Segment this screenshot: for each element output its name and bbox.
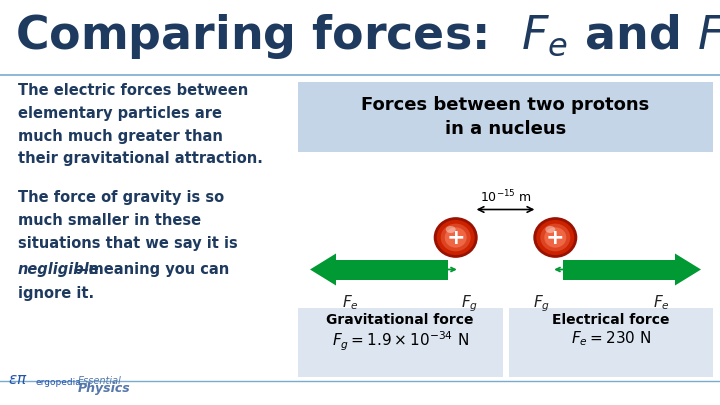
Polygon shape	[310, 254, 336, 286]
Bar	[563, 260, 675, 279]
Ellipse shape	[536, 220, 575, 255]
Text: $F_g$: $F_g$	[461, 294, 478, 314]
Bar	[298, 307, 503, 377]
Ellipse shape	[445, 227, 467, 248]
Text: $F_e = 230$ N: $F_e = 230$ N	[570, 330, 651, 348]
Text: Comparing forces:  $\mathit{F_e}$ and $\mathit{F_g}$: Comparing forces: $\mathit{F_e}$ and $\m…	[15, 12, 720, 66]
Ellipse shape	[437, 220, 474, 255]
Ellipse shape	[545, 226, 555, 233]
Polygon shape	[675, 254, 701, 286]
Bar	[336, 260, 448, 279]
Ellipse shape	[441, 224, 471, 252]
Text: Essential: Essential	[78, 376, 122, 386]
Text: +: +	[446, 228, 465, 247]
Text: Electrical force: Electrical force	[552, 313, 670, 328]
Text: The force of gravity is so
much smaller in these
situations that we say it is: The force of gravity is so much smaller …	[18, 190, 238, 273]
Text: ergopedia: ergopedia	[36, 378, 82, 387]
Bar	[508, 307, 713, 377]
Ellipse shape	[433, 217, 477, 258]
Text: The electric forces between
elementary particles are
much much greater than
thei: The electric forces between elementary p…	[18, 83, 263, 166]
Text: negligible: negligible	[18, 262, 99, 277]
Text: Gravitational force: Gravitational force	[326, 313, 474, 328]
Text: $F_e$: $F_e$	[341, 294, 359, 312]
Bar	[298, 152, 713, 377]
Text: $F_g = 1.9 \times 10^{-34}$ N: $F_g = 1.9 \times 10^{-34}$ N	[332, 330, 469, 353]
Text: Physics: Physics	[78, 382, 131, 395]
Text: Forces between two protons
in a nucleus: Forces between two protons in a nucleus	[361, 96, 649, 138]
Ellipse shape	[544, 227, 567, 248]
Text: +: +	[546, 228, 564, 247]
Text: ignore it.: ignore it.	[18, 286, 94, 301]
Text: $F_e$: $F_e$	[652, 294, 670, 312]
Ellipse shape	[540, 224, 570, 252]
Text: $10^{-15}$ m: $10^{-15}$ m	[480, 189, 531, 205]
Text: $\varepsilon\pi$: $\varepsilon\pi$	[8, 372, 27, 387]
Ellipse shape	[446, 226, 456, 233]
Bar	[298, 82, 713, 152]
Text: —meaning you can: —meaning you can	[74, 262, 229, 277]
Ellipse shape	[534, 217, 577, 258]
Text: $F_g$: $F_g$	[533, 294, 550, 314]
